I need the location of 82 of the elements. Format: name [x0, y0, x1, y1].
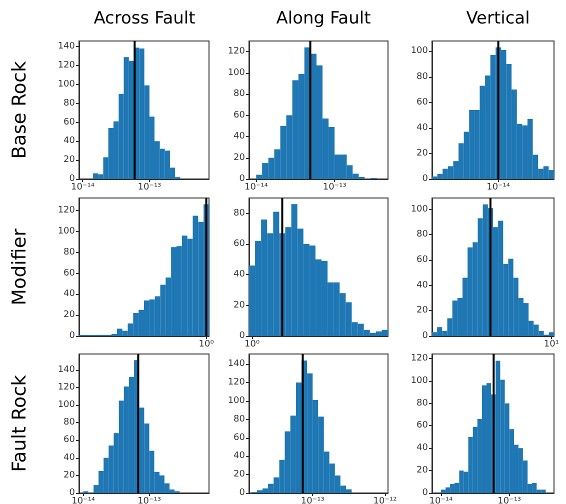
y-tick-label: 20 — [234, 470, 246, 480]
y-tick-label: 80 — [234, 208, 246, 218]
y-tick-label: 100 — [228, 396, 246, 406]
y-tick-label: 20 — [64, 310, 76, 320]
y-tick-label: 60 — [416, 255, 428, 266]
y-tick-label: 40 — [64, 289, 76, 300]
x-tick-label: 10⁻¹³ — [138, 182, 162, 192]
y-tick-label: 0 — [422, 488, 428, 498]
y-tick-label: 60 — [64, 435, 76, 446]
x-tick-label: 10⁻¹³ — [322, 182, 347, 192]
y-tick-label: 100 — [228, 68, 246, 78]
y-tick-label: 20 — [416, 148, 428, 158]
chart-title: Vertical — [466, 8, 530, 28]
y-tick-label: 120 — [58, 60, 76, 71]
y-tick-label: 0 — [422, 331, 428, 341]
y-tick-label: 80 — [64, 418, 76, 428]
y-tick-label: 20 — [234, 152, 246, 163]
y-tick-label: 20 — [64, 155, 76, 166]
y-tick-label: 60 — [64, 268, 76, 278]
x-tick-label: 10⁻¹³ — [300, 496, 325, 504]
y-tick-label: 0 — [239, 331, 246, 341]
y-tick-label: 80 — [234, 89, 246, 100]
y-tick-label: 0 — [69, 174, 76, 184]
y-tick-label: 0 — [239, 174, 246, 184]
y-tick-label: 40 — [64, 452, 76, 463]
y-tick-label: 20 — [64, 470, 76, 480]
y-tick-label: 100 — [58, 79, 76, 90]
y-tick-label: 120 — [228, 378, 246, 388]
x-tick-label: 10⁻¹⁴ — [72, 496, 96, 504]
y-tick-label: 60 — [416, 420, 428, 431]
x-tick-label: 10⁻¹⁴ — [486, 182, 510, 192]
y-tick-label: 80 — [416, 398, 428, 408]
y-tick-label: 0 — [422, 174, 428, 184]
y-tick-label: 100 — [58, 226, 76, 236]
x-tick-label: 10⁻¹² — [373, 496, 398, 504]
y-tick-label: 60 — [64, 117, 76, 128]
x-tick-label: 10⁻¹⁴ — [70, 182, 95, 192]
y-tick-label: 40 — [416, 443, 428, 454]
y-tick-label: 120 — [58, 206, 76, 216]
y-tick-label: 80 — [64, 247, 76, 258]
y-tick-label: 40 — [416, 122, 428, 133]
y-tick-label: 0 — [69, 488, 76, 498]
y-tick-label: 100 — [410, 46, 428, 56]
chart-title: Along Fault — [276, 8, 372, 28]
y-tick-label: 120 — [58, 382, 76, 392]
chart-title: Across Fault — [94, 8, 196, 28]
y-tick-label: 80 — [234, 414, 246, 424]
x-tick-label: 10⁻¹⁴ — [244, 182, 268, 192]
y-tick-label: 20 — [416, 466, 428, 476]
x-tick-label: 10⁻¹³ — [498, 496, 522, 504]
y-tick-label: 100 — [410, 376, 428, 386]
y-tick-label: 20 — [234, 300, 246, 310]
x-tick-label: 10⁰ — [244, 340, 260, 350]
x-tick-label: 10⁻¹³ — [138, 496, 162, 504]
y-tick-label: 0 — [69, 331, 76, 341]
x-tick-label: 10⁻¹⁴ — [429, 496, 454, 504]
y-tick-label: 60 — [234, 432, 246, 443]
y-tick-label: 120 — [410, 353, 428, 364]
y-tick-label: 20 — [416, 306, 428, 316]
y-tick-label: 140 — [58, 364, 76, 375]
y-tick-label: 40 — [234, 270, 246, 280]
x-tick-label: 10¹ — [544, 340, 560, 350]
y-tick-label: 40 — [416, 280, 428, 290]
y-tick-label: 40 — [64, 136, 76, 146]
y-axis-title: Fault Rock — [8, 374, 30, 472]
y-tick-label: 60 — [416, 97, 428, 108]
y-tick-label: 60 — [234, 239, 246, 249]
y-tick-label: 140 — [58, 42, 76, 52]
y-tick-label: 60 — [234, 110, 246, 120]
y-axis-title: Base Rock — [8, 61, 30, 159]
x-tick-label: 10⁰ — [198, 340, 214, 350]
y-tick-label: 100 — [58, 400, 76, 410]
y-tick-label: 100 — [410, 204, 428, 214]
y-tick-label: 80 — [416, 230, 428, 240]
y-axis-title: Modifier — [8, 228, 30, 306]
y-tick-label: 0 — [239, 488, 246, 498]
y-tick-label: 120 — [228, 46, 246, 57]
y-tick-label: 140 — [228, 359, 246, 370]
y-tick-label: 80 — [416, 72, 428, 82]
y-tick-label: 40 — [234, 132, 246, 142]
y-tick-label: 40 — [234, 451, 246, 462]
y-tick-label: 80 — [64, 98, 76, 108]
